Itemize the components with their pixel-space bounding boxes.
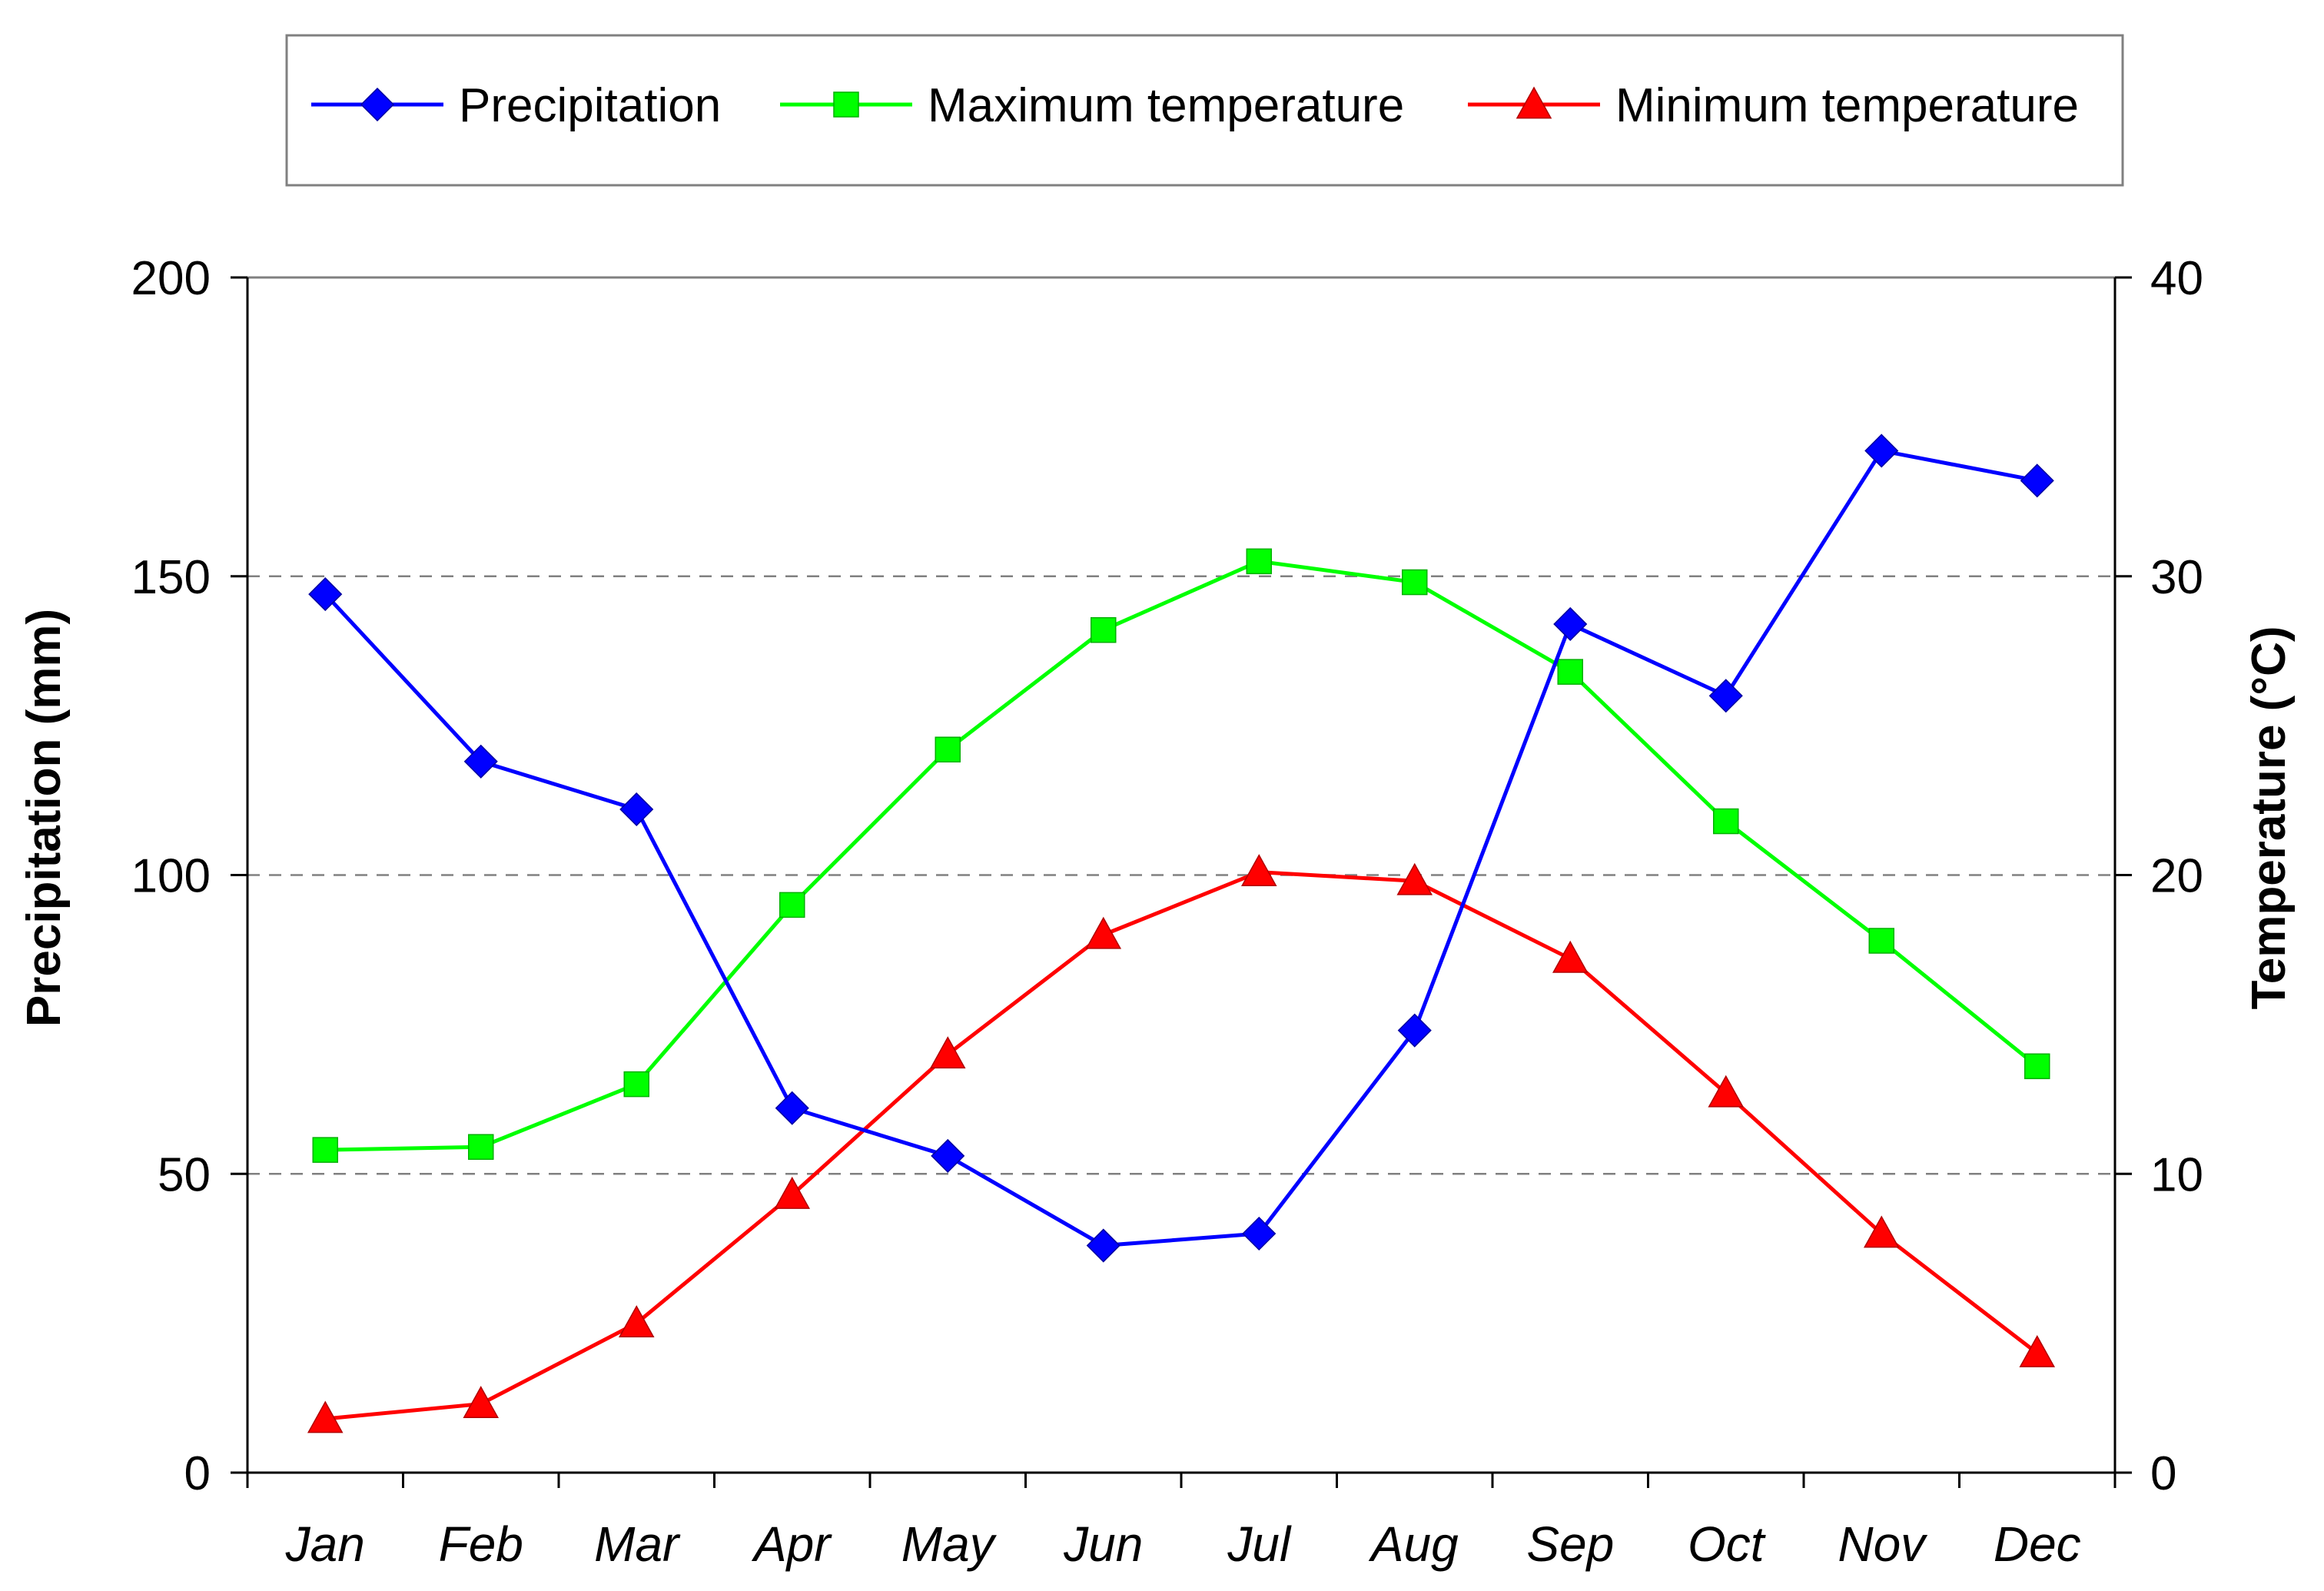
point-maximum-temperature-jun <box>1091 616 1117 643</box>
legend-item-precipitation: Precipitation <box>311 79 721 132</box>
point-precipitation-sep <box>1553 606 1588 642</box>
legend-marker-precipitation <box>360 87 395 122</box>
point-precipitation-jul <box>1242 1216 1277 1251</box>
series-line-maximum-temperature <box>325 559 2039 1152</box>
x-tick-label-jun: Jun <box>1063 1516 1143 1572</box>
point-maximum-temperature-dec <box>2024 1053 2050 1080</box>
x-tick-label-aug: Aug <box>1368 1516 1459 1572</box>
y-axis-title: Precipitation (mm) <box>18 609 71 1027</box>
y2-axis-title: Temperature (°C) <box>2243 626 2296 1009</box>
series-minimum-temperature <box>307 854 2056 1433</box>
y2-tick-label-0: 0 <box>2150 1447 2176 1500</box>
point-minimum-temperature-oct <box>1708 1075 1745 1108</box>
legend-label-precipitation: Precipitation <box>459 79 721 132</box>
y2-tick-label-10: 10 <box>2150 1148 2203 1201</box>
point-maximum-temperature-aug <box>1402 569 1428 596</box>
series-maximum-temperature <box>312 548 2050 1163</box>
point-maximum-temperature-oct <box>1713 808 1739 835</box>
series-line-minimum-temperature <box>325 870 2039 1421</box>
point-precipitation-apr <box>775 1091 809 1125</box>
point-precipitation-may <box>931 1138 965 1173</box>
point-maximum-temperature-sep <box>1557 659 1583 685</box>
legend-marker-minimum-temperature <box>1516 86 1552 119</box>
y2-tick-label-40: 40 <box>2150 252 2203 305</box>
x-tick-label-dec: Dec <box>1994 1516 2081 1572</box>
point-precipitation-oct <box>1708 679 1743 713</box>
y-tick-label-0: 0 <box>184 1447 211 1500</box>
tick-labels: 0 50 100 150 200 0 10 20 30 40 Jan Feb Mar Apr May Jun J… <box>131 252 2203 1572</box>
point-precipitation-aug <box>1397 1013 1432 1048</box>
point-precipitation-jan <box>308 577 343 612</box>
y2-tick-label-20: 20 <box>2150 850 2203 903</box>
x-tick-label-sep: Sep <box>1526 1516 1614 1572</box>
point-minimum-temperature-jun <box>1085 916 1122 949</box>
point-maximum-temperature-apr <box>779 892 805 918</box>
point-minimum-temperature-mar <box>618 1305 655 1337</box>
series-layer <box>307 433 2056 1433</box>
point-minimum-temperature-aug <box>1396 862 1433 895</box>
x-tick-label-may: May <box>901 1516 998 1572</box>
point-precipitation-feb <box>463 744 498 779</box>
x-tick-label-jul: Jul <box>1227 1516 1292 1572</box>
axes <box>231 276 2132 1488</box>
point-maximum-temperature-mar <box>623 1071 649 1098</box>
legend-marker-maximum-temperature <box>833 91 859 118</box>
point-minimum-temperature-may <box>929 1036 966 1069</box>
point-precipitation-mar <box>619 792 654 827</box>
point-minimum-temperature-feb <box>463 1386 500 1418</box>
x-tick-label-feb: Feb <box>439 1516 523 1572</box>
y-tick-label-50: 50 <box>158 1148 211 1201</box>
y2-tick-label-30: 30 <box>2150 551 2203 604</box>
point-minimum-temperature-jul <box>1240 854 1277 886</box>
point-minimum-temperature-jan <box>307 1400 344 1433</box>
legend-box <box>285 34 2124 187</box>
x-tick-label-nov: Nov <box>1838 1516 1928 1572</box>
y-tick-label-200: 200 <box>131 252 211 305</box>
point-precipitation-jun <box>1086 1228 1120 1263</box>
series-line-precipitation <box>324 448 2038 1248</box>
point-maximum-temperature-may <box>935 736 961 762</box>
series-precipitation <box>308 433 2054 1263</box>
point-minimum-temperature-sep <box>1552 940 1589 973</box>
point-minimum-temperature-nov <box>1863 1215 1900 1248</box>
point-maximum-temperature-jul <box>1246 548 1272 575</box>
x-tick-label-jan: Jan <box>285 1516 365 1572</box>
y-tick-label-150: 150 <box>131 551 211 604</box>
point-maximum-temperature-nov <box>1868 928 1894 954</box>
x-tick-label-apr: Apr <box>751 1516 832 1572</box>
point-maximum-temperature-feb <box>468 1134 494 1161</box>
legend-label-minimum-temperature: Minimum temperature <box>1615 79 2079 132</box>
point-precipitation-dec <box>2020 463 2054 498</box>
legend: Precipitation Maximum temperature Minimum … <box>285 34 2124 187</box>
legend-item-maximum-temperature: Maximum temperature <box>780 79 1404 132</box>
x-tick-label-mar: Mar <box>594 1516 681 1572</box>
point-minimum-temperature-dec <box>2019 1334 2056 1367</box>
legend-item-minimum-temperature: Minimum temperature <box>1468 79 2079 132</box>
legend-label-maximum-temperature: Maximum temperature <box>928 79 1404 132</box>
y-tick-label-100: 100 <box>131 850 211 903</box>
point-precipitation-nov <box>1864 433 1899 468</box>
x-tick-label-oct: Oct <box>1688 1516 1766 1572</box>
point-minimum-temperature-apr <box>774 1176 811 1209</box>
point-maximum-temperature-jan <box>312 1137 338 1163</box>
